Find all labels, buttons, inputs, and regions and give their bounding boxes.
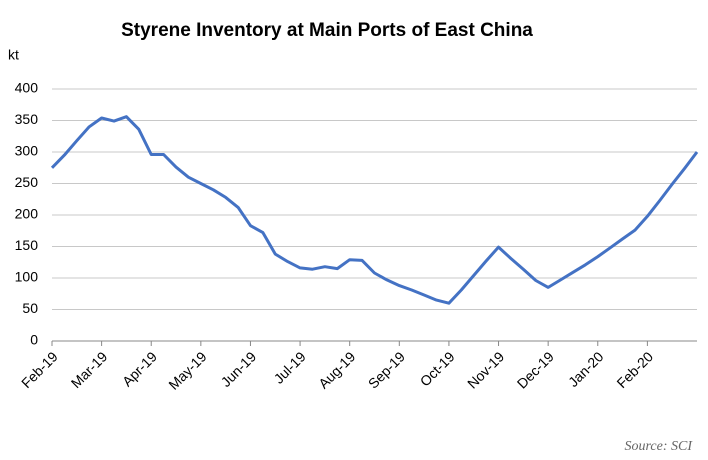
x-tick-label: Jan-20 — [565, 348, 607, 390]
x-tick-label: Apr-19 — [119, 348, 160, 389]
source: Source: SCI — [624, 439, 693, 454]
x-tick-label: Aug-19 — [315, 348, 358, 391]
x-tick-label: Feb-19 — [18, 348, 61, 391]
y-tick-label: 0 — [30, 332, 38, 348]
y-tick-label: 350 — [15, 111, 39, 127]
y-tick-label: 300 — [15, 143, 39, 159]
x-tick-label: May-19 — [165, 348, 209, 392]
y-tick-label: 50 — [22, 300, 38, 316]
x-tick-label: Mar-19 — [68, 348, 111, 391]
y-tick-label: 100 — [15, 269, 39, 285]
y-tick-label: 400 — [15, 80, 39, 96]
x-tick-label: Jul-19 — [271, 348, 309, 386]
line — [50, 115, 699, 305]
x-tick-label: Jun-19 — [218, 348, 260, 390]
y-tick-label: 150 — [15, 237, 39, 253]
chart-title: Styrene Inventory at Main Ports of East … — [121, 20, 533, 41]
x-tick-label: Sep-19 — [365, 348, 408, 391]
x-tick-label: Nov-19 — [464, 348, 507, 391]
y-tick-label: 200 — [15, 206, 39, 222]
y-axis-label: kt — [8, 47, 19, 63]
y-tick-label: 250 — [15, 174, 39, 190]
x-tick-label: Dec-19 — [514, 348, 557, 391]
x-tick-label: Oct-19 — [417, 348, 458, 389]
x-tick-label: Feb-20 — [613, 348, 656, 391]
